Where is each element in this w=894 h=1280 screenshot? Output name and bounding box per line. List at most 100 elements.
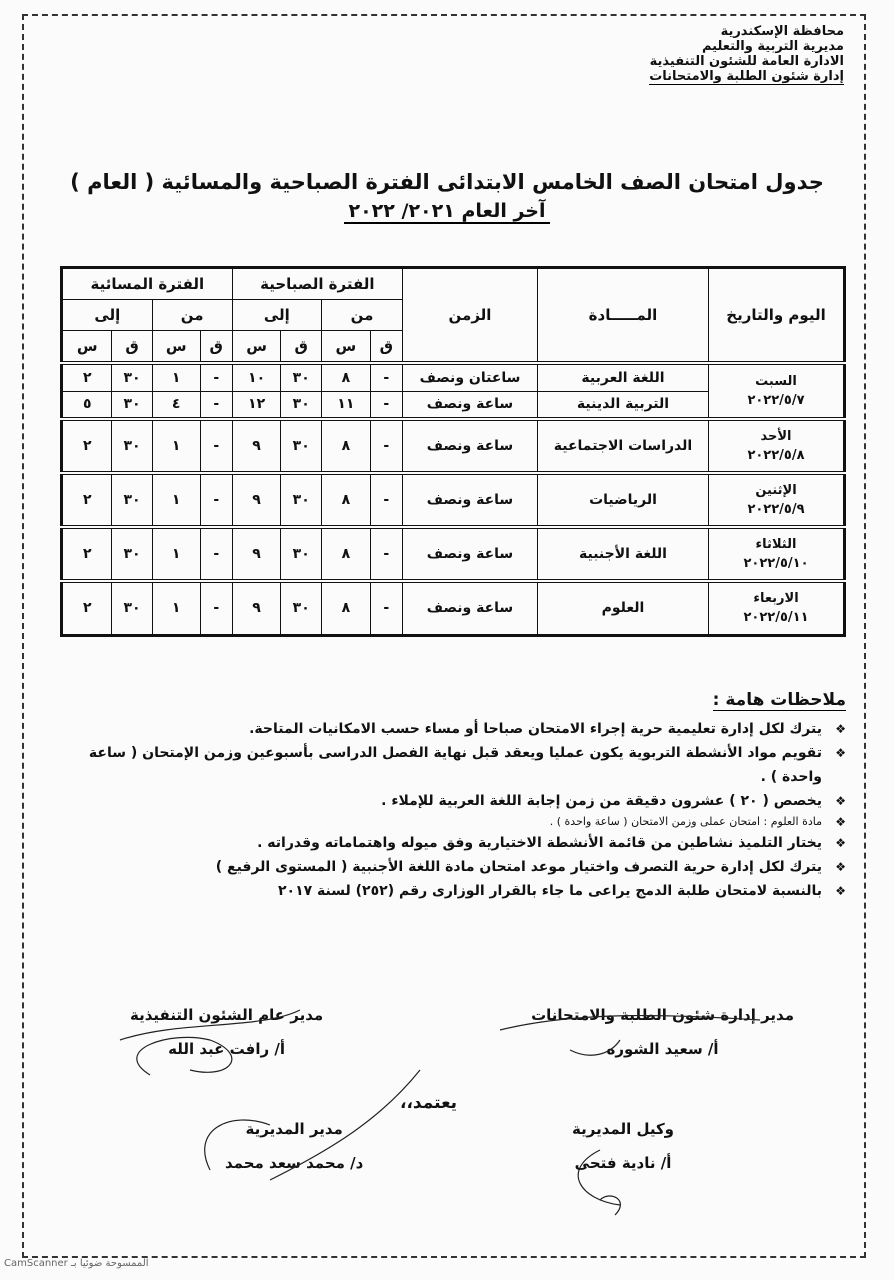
- day-date-cell: الأحد ٢٠٢٢/٥/٨: [708, 417, 845, 474]
- table-row: الاربعاء ٢٠٢٢/٥/١١ العلوم ساعة ونصف -٨ ٣٠ ٩-١ ٣…: [60, 579, 845, 636]
- note-item: بالنسبة لامتحان طلبة الدمج يراعى ما جاء …: [66, 879, 846, 903]
- time-cell: ٢: [60, 417, 113, 474]
- time-cell: ٣٠: [111, 417, 153, 474]
- time-cell: ٩: [231, 471, 282, 528]
- header-unit-minute: ق: [280, 330, 322, 364]
- header-morning: الفترة الصباحية: [231, 267, 404, 300]
- exam-date: ٢٠٢٢/٥/١١: [743, 610, 809, 626]
- document-title: جدول امتحان الصف الخامس الابتدائى الفترة…: [70, 170, 824, 194]
- note-item: مادة العلوم : امتحان عملى وزمن الامتحان …: [66, 813, 846, 831]
- day-date-cell: الاربعاء ٢٠٢٢/٥/١١: [708, 579, 845, 636]
- header-subject: المـــــادة: [537, 267, 709, 364]
- duration-cell: ساعة ونصف: [402, 525, 538, 582]
- day-date-cell: السبت ٢٠٢٢/٥/٧: [708, 361, 845, 420]
- time-cell: ١١: [321, 390, 371, 420]
- header-unit-hour: س: [60, 330, 113, 364]
- notes-title: ملاحظات هامة :: [712, 690, 846, 711]
- time-cell: ٣٠: [280, 417, 322, 474]
- signature-title: مدير إدارة شئون الطلبة والامتحانات: [531, 1006, 794, 1024]
- time-cell: ٨: [321, 417, 371, 474]
- letterhead: محافظة الإسكندرية مديرية التربية والتعلي…: [649, 24, 844, 85]
- scanner-watermark: الممسوحة ضوئيا بـ CamScanner: [4, 1258, 149, 1269]
- subject-cell: اللغة العربية: [537, 361, 709, 392]
- time-cell: ٣٠: [111, 471, 153, 528]
- header-to: إلى: [231, 299, 323, 331]
- time-cell: -: [199, 525, 233, 582]
- time-cell: ٢: [60, 579, 113, 636]
- time-cell: ١: [151, 525, 201, 582]
- exam-date: ٢٠٢٢/٥/٧: [747, 393, 805, 408]
- header-unit-hour: س: [231, 330, 282, 364]
- letterhead-line: إدارة شئون الطلبة والامتحانات: [649, 69, 844, 85]
- signature-block-directorate-manager: مدير المديرية د/ محمد سعد محمد: [225, 1112, 363, 1180]
- table-row: الثلاثاء ٢٠٢٢/٥/١٠ اللغة الأجنبية ساعة ونصف…: [60, 525, 845, 582]
- time-cell: ٣٠: [280, 525, 322, 582]
- signature-title: مدير المديرية: [245, 1120, 343, 1138]
- time-cell: ٩: [231, 525, 282, 582]
- time-cell: ٣٠: [280, 361, 322, 392]
- signature-name: أ/ سعيد الشوره: [606, 1040, 719, 1058]
- note-item: يخصص ( ٢٠ ) عشرون دقيقة من زمن إجابة الل…: [66, 789, 846, 813]
- time-cell: ٣٠: [111, 579, 153, 636]
- time-cell: ٢: [60, 471, 113, 528]
- table-row: الأحد ٢٠٢٢/٥/٨ الدراسات الاجتماعية ساعة ونص…: [60, 417, 845, 474]
- letterhead-line: الادارة العامة للشئون التنفيذية: [649, 54, 844, 69]
- time-cell: ١٢: [231, 390, 282, 420]
- day-name: الاربعاء: [753, 591, 799, 607]
- signature-title: مدير عام الشئون التنفيذية: [130, 1006, 324, 1024]
- day-name: الثلاثاء: [755, 537, 797, 552]
- time-cell: -: [369, 361, 404, 392]
- time-cell: ٤: [151, 390, 201, 420]
- table-row: الإثنين ٢٠٢٢/٥/٩ الرياضيات ساعة ونصف -٨ ٣٠ ٩-١…: [60, 471, 845, 528]
- exam-schedule-table: اليوم والتاريخ المـــــادة الزمن الفترة …: [60, 266, 846, 637]
- exam-date: ٢٠٢٢/٥/١٠: [743, 556, 809, 571]
- time-cell: ٥: [60, 390, 113, 420]
- day-name: السبت: [755, 374, 797, 389]
- duration-cell: ساعة ونصف: [402, 471, 538, 528]
- note-item: يترك لكل إدارة حرية التصرف واختيار موعد …: [66, 855, 846, 879]
- page-border: [22, 14, 866, 1258]
- day-date-cell: الإثنين ٢٠٢٢/٥/٩: [708, 471, 845, 528]
- note-item: يختار التلميذ نشاطين من قائمة الأنشطة ال…: [66, 831, 846, 855]
- time-cell: ٢: [60, 525, 113, 582]
- signature-block-students-manager: مدير إدارة شئون الطلبة والامتحانات أ/ سع…: [531, 998, 794, 1066]
- exam-date: ٢٠٢٢/٥/٩: [747, 502, 805, 517]
- time-cell: ١: [151, 471, 201, 528]
- subject-cell: العلوم: [537, 579, 709, 636]
- signature-block-deputy: وكيل المديرية أ/ نادية فتحى: [572, 1112, 674, 1180]
- time-cell: ١٠: [231, 361, 282, 392]
- time-cell: ٩: [231, 417, 282, 474]
- header-unit-minute: ق: [199, 330, 233, 364]
- time-cell: ٨: [321, 361, 371, 392]
- signature-name: د/ محمد سعد محمد: [225, 1154, 364, 1172]
- time-cell: -: [199, 390, 233, 420]
- time-cell: -: [199, 579, 233, 636]
- header-day-date: اليوم والتاريخ: [708, 267, 845, 364]
- time-cell: ٣٠: [280, 471, 322, 528]
- note-item: تقويم مواد الأنشطة التربوية يكون عمليا و…: [66, 741, 846, 789]
- time-cell: ٨: [321, 525, 371, 582]
- exam-date: ٢٠٢٢/٥/٨: [747, 448, 805, 463]
- time-cell: ٣٠: [280, 390, 322, 420]
- subject-cell: اللغة الأجنبية: [537, 525, 709, 582]
- signature-name: أ/ نادية فتحى: [574, 1154, 672, 1172]
- approval-label: يعتمد،،: [400, 1093, 458, 1113]
- time-cell: -: [369, 579, 404, 636]
- header-unit-minute: ق: [369, 330, 404, 364]
- time-cell: ١: [151, 361, 201, 392]
- subject-cell: الدراسات الاجتماعية: [537, 417, 709, 474]
- duration-cell: ساعتان ونصف: [402, 361, 538, 392]
- subject-cell: الرياضيات: [537, 471, 709, 528]
- day-name: الإثنين: [755, 483, 797, 498]
- time-cell: ٣٠: [280, 579, 322, 636]
- time-cell: -: [369, 525, 404, 582]
- signature-title: وكيل المديرية: [572, 1120, 674, 1138]
- header-unit-hour: س: [151, 330, 201, 364]
- header-evening: الفترة المسائية: [61, 267, 233, 300]
- signature-block-executive-manager: مدير عام الشئون التنفيذية أ/ رافت عبد ال…: [130, 998, 323, 1066]
- notes-section: ملاحظات هامة : يترك لكل إدارة تعليمية حر…: [66, 690, 846, 903]
- time-cell: ٣٠: [111, 525, 153, 582]
- time-cell: -: [199, 361, 233, 392]
- time-cell: -: [199, 471, 233, 528]
- day-date-cell: الثلاثاء ٢٠٢٢/٥/١٠: [708, 525, 845, 582]
